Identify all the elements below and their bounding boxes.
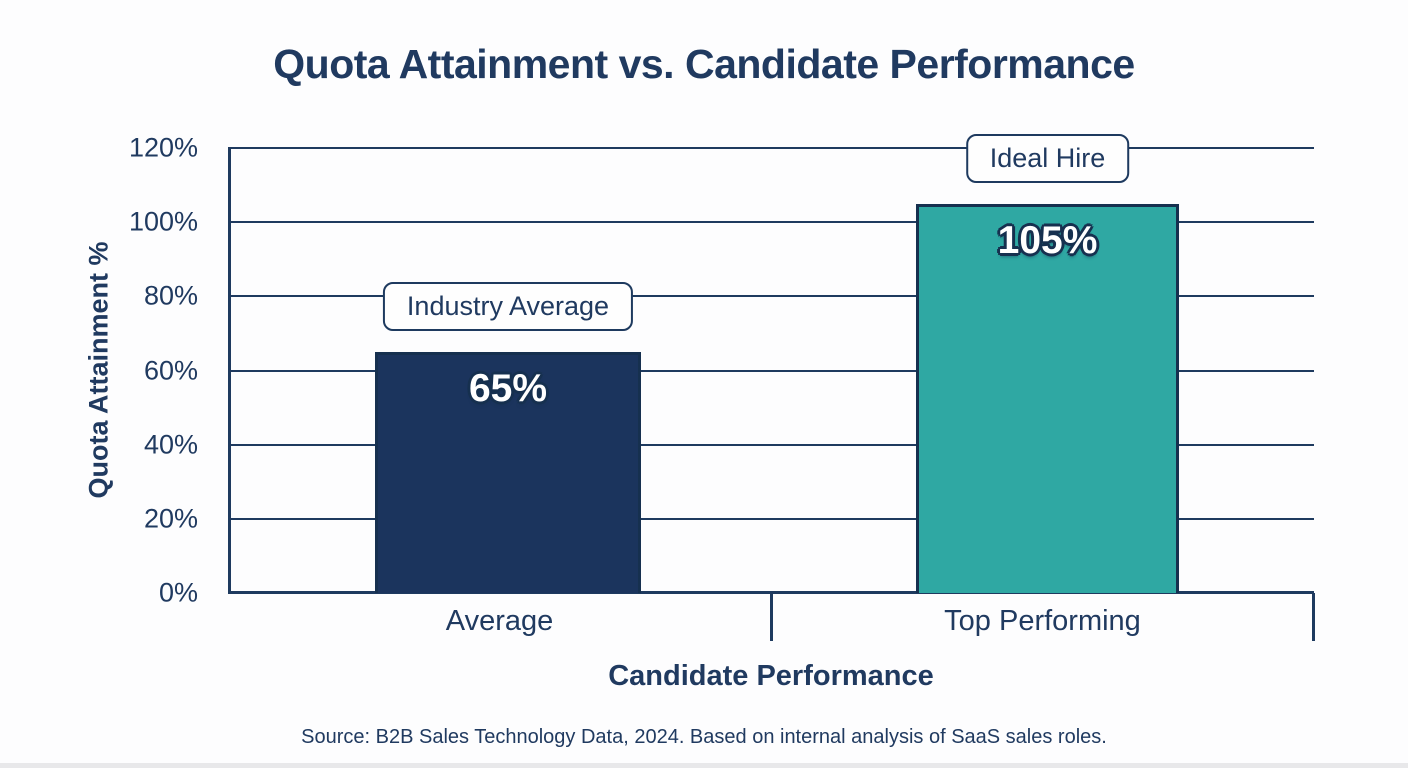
y-tick-20: 20%	[143, 503, 198, 534]
gridline-120	[228, 147, 1314, 149]
bar-top-performing: 105%	[916, 203, 1179, 593]
y-tick-0: 0%	[158, 577, 198, 608]
x-category-top-performing: Top Performing	[944, 605, 1141, 637]
y-axis-line	[228, 148, 231, 593]
callout-ideal-hire: Ideal Hire	[965, 133, 1130, 183]
chart-title: Quota Attainment vs. Candidate Performan…	[273, 41, 1135, 87]
bar-group-top-performing: Ideal Hire 105%	[916, 133, 1179, 593]
gridline-80	[228, 295, 1314, 298]
category-divider-right	[1312, 593, 1315, 641]
callout-ideal-hire-label: Ideal Hire	[989, 142, 1106, 173]
y-tick-40: 40%	[143, 429, 198, 460]
y-tick-60: 60%	[143, 355, 198, 385]
gridline-20	[228, 517, 1314, 520]
x-category-average: Average	[445, 605, 554, 637]
y-tick-80: 80%	[143, 280, 198, 311]
bar-average-value-label: 65%	[468, 366, 548, 410]
bottom-edge-strip	[0, 763, 1408, 768]
x-axis-line	[228, 591, 1314, 594]
source-note: Source: B2B Sales Technology Data, 2024.…	[301, 726, 1107, 748]
x-axis-title: Candidate Performance	[608, 660, 934, 692]
callout-industry-average: Industry Average	[382, 281, 634, 331]
y-axis-tick-labels: 120% 100% 80% 60% 40% 20% 0%	[0, 133, 212, 608]
callout-industry-average-label: Industry Average	[406, 290, 610, 321]
bar-group-average: Industry Average 65%	[375, 148, 641, 593]
bar-top-performing-value-label: 105%	[997, 218, 1098, 262]
gridline-100	[228, 221, 1314, 224]
y-tick-120: 120%	[128, 132, 198, 163]
category-divider-middle	[770, 593, 773, 641]
gridline-60	[228, 369, 1314, 372]
plot-area: Industry Average 65% Ideal Hire 105%	[228, 133, 1315, 641]
gridline-40	[228, 443, 1314, 446]
bar-average: 65%	[375, 351, 641, 593]
y-tick-100: 100%	[128, 206, 198, 237]
